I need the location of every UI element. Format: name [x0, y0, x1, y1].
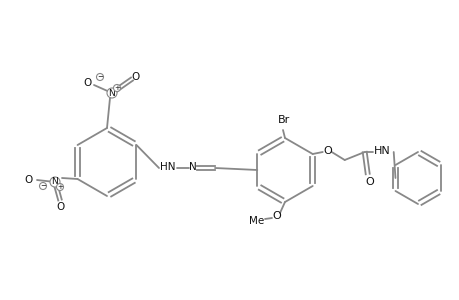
- Circle shape: [50, 177, 60, 187]
- Text: O: O: [84, 78, 92, 88]
- Text: O: O: [272, 211, 281, 221]
- Text: +: +: [114, 85, 120, 91]
- Text: Me: Me: [249, 216, 264, 226]
- Circle shape: [107, 88, 117, 98]
- Text: O: O: [25, 175, 33, 185]
- Text: N: N: [108, 88, 115, 98]
- Text: Br: Br: [277, 115, 290, 125]
- Text: −: −: [40, 183, 46, 189]
- Text: O: O: [132, 72, 140, 82]
- Circle shape: [56, 184, 63, 190]
- Text: O: O: [364, 177, 373, 187]
- Text: +: +: [57, 184, 63, 190]
- Text: −: −: [97, 74, 103, 80]
- Circle shape: [113, 85, 120, 92]
- Text: HN: HN: [160, 162, 175, 172]
- Circle shape: [96, 74, 103, 80]
- Text: HN: HN: [374, 146, 390, 156]
- Circle shape: [39, 182, 46, 190]
- Text: O: O: [323, 146, 331, 156]
- Text: N: N: [51, 178, 58, 187]
- Text: N: N: [189, 162, 196, 172]
- Text: O: O: [57, 202, 65, 212]
